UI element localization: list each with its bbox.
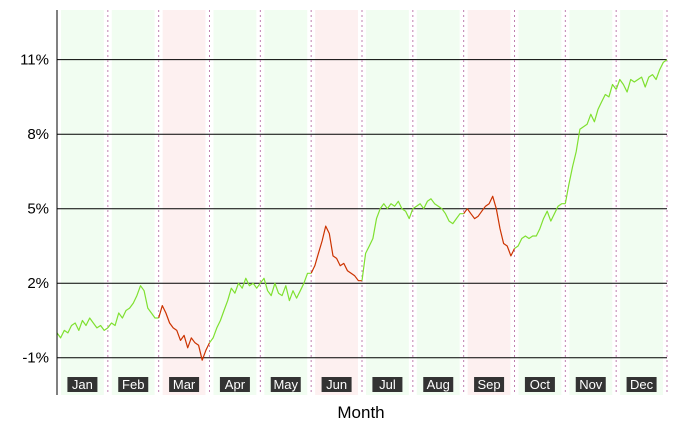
- month-label-oct: Oct: [530, 377, 551, 392]
- y-tick-label: 2%: [27, 275, 49, 292]
- month-band-aug: [416, 10, 460, 395]
- series-segment-mar: [158, 305, 211, 361]
- month-label-dec: Dec: [630, 377, 654, 392]
- month-separators: [107, 10, 668, 395]
- month-label-bg-aug: [423, 377, 454, 392]
- month-label-bg-oct: [524, 377, 555, 392]
- month-band-jan: [61, 10, 104, 395]
- series-segment-sep: [463, 195, 516, 257]
- series-segment-jun: [310, 225, 362, 282]
- month-band-mar: [162, 10, 206, 395]
- month-label-nov: Nov: [579, 377, 603, 392]
- y-tick-labels: -1% 2% 5% 8% 11%: [20, 52, 49, 367]
- month-label-bg-dec: [626, 377, 657, 392]
- series-segment-feb: [107, 285, 159, 329]
- series-segment-nov: [564, 83, 617, 204]
- month-label-sep: Sep: [478, 377, 501, 392]
- month-band-apr: [213, 10, 257, 395]
- y-tick-label: -1%: [22, 350, 49, 367]
- series-segment-jul: [361, 200, 414, 281]
- month-label-jul: Jul: [379, 377, 396, 392]
- month-band-feb: [111, 10, 155, 395]
- y-tick-label: 8%: [27, 126, 49, 143]
- series-segment-oct: [514, 203, 566, 249]
- month-label-bg-mar: [169, 377, 200, 392]
- series-segment-dec: [615, 59, 668, 93]
- month-label-aug: Aug: [427, 377, 450, 392]
- series-segment-apr: [209, 277, 261, 344]
- month-band-jul: [366, 10, 409, 395]
- month-label-bg-nov: [575, 377, 606, 392]
- series-segment-aug: [412, 198, 464, 225]
- month-label-bg-jan: [67, 377, 98, 392]
- month-label-jan: Jan: [72, 377, 93, 392]
- series-lines: [56, 59, 668, 361]
- month-label-jun: Jun: [326, 377, 347, 392]
- month-label-bg-sep: [474, 377, 505, 392]
- series-segment-jan: [56, 317, 109, 339]
- x-tick-labels: Jan Feb Mar Apr May Jun Jul Aug Sep Oct Nov Dec: [67, 377, 657, 392]
- month-label-bg-jul: [372, 377, 403, 392]
- month-band-nov: [569, 10, 613, 395]
- month-bands: [61, 10, 663, 395]
- series-segment-may: [259, 272, 312, 302]
- month-label-bg-feb: [118, 377, 149, 392]
- month-label-apr: Apr: [225, 377, 246, 392]
- month-band-jun: [315, 10, 358, 395]
- month-label-bg-may: [270, 377, 301, 392]
- y-tick-label: 5%: [27, 201, 49, 218]
- y-tick-label: 11%: [20, 52, 49, 69]
- month-label-may: May: [273, 377, 298, 392]
- y-gridlines: [57, 59, 667, 359]
- month-label-bg-apr: [219, 377, 250, 392]
- month-label-mar: Mar: [173, 377, 196, 392]
- x-axis-title: Month: [337, 403, 384, 422]
- month-band-dec: [620, 10, 663, 395]
- month-label-feb: Feb: [122, 377, 144, 392]
- month-label-bg-jun: [321, 377, 352, 392]
- month-band-oct: [518, 10, 562, 395]
- month-band-may: [264, 10, 308, 395]
